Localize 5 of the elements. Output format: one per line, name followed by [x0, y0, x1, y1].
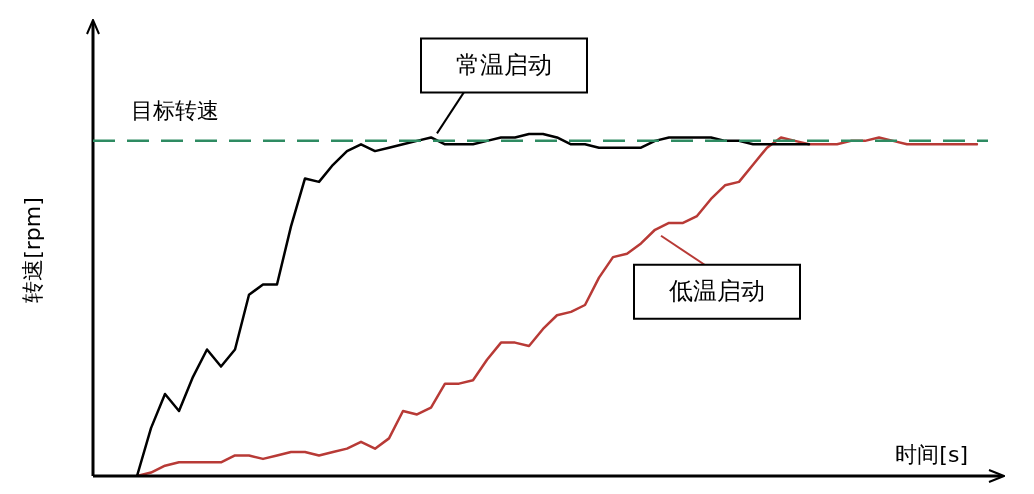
x-axis-title: 时间[s] — [895, 442, 968, 467]
text: 常温启动 — [456, 50, 552, 79]
y-axis-title: 转速[rpm] — [19, 197, 45, 303]
legend-label: 低温启动 — [669, 276, 765, 305]
ref-line-label: 目标转速 — [131, 97, 219, 123]
